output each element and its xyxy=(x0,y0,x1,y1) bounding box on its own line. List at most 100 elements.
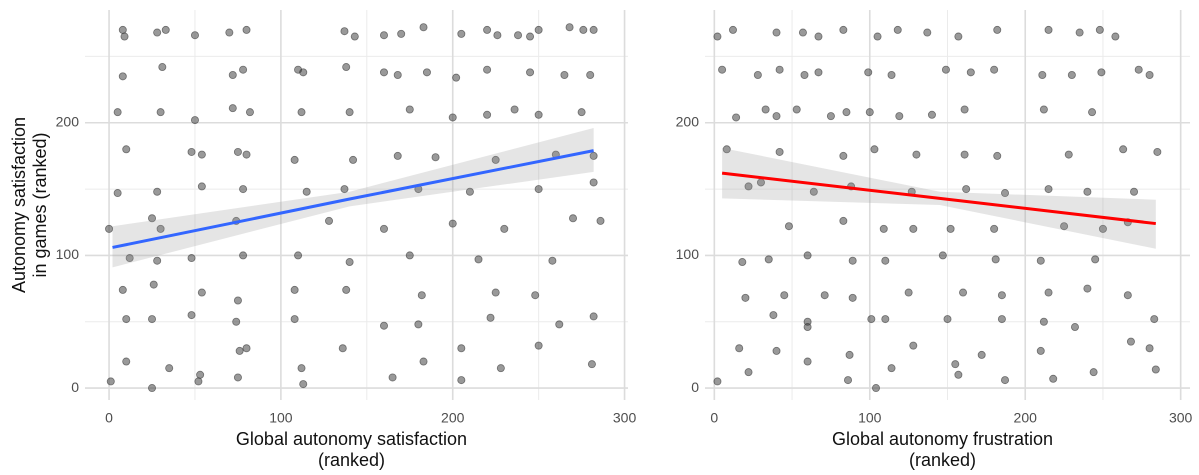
point xyxy=(1067,71,1076,80)
point xyxy=(775,147,784,156)
point xyxy=(728,25,737,34)
point xyxy=(113,189,122,198)
point xyxy=(803,251,812,260)
point xyxy=(589,151,598,160)
point xyxy=(560,71,569,80)
point xyxy=(531,291,540,300)
point xyxy=(569,214,578,223)
point xyxy=(393,151,402,160)
point xyxy=(1130,187,1139,196)
point xyxy=(393,71,402,80)
y-tick-label: 100 xyxy=(676,246,700,262)
point xyxy=(718,65,727,74)
point xyxy=(302,187,311,196)
point xyxy=(148,384,157,393)
point xyxy=(722,145,731,154)
point xyxy=(239,185,248,194)
point xyxy=(997,315,1006,324)
point xyxy=(414,320,423,329)
point xyxy=(405,251,414,260)
y-tick-label: 0 xyxy=(691,379,699,395)
point xyxy=(798,28,807,37)
point xyxy=(764,255,773,264)
point xyxy=(379,224,388,233)
point xyxy=(345,258,354,267)
point xyxy=(510,105,519,114)
point xyxy=(772,346,781,355)
point xyxy=(991,255,1000,264)
point xyxy=(338,344,347,353)
x-tick-label: 0 xyxy=(710,410,718,426)
point xyxy=(990,224,999,233)
point xyxy=(1089,368,1098,377)
point xyxy=(1123,291,1132,300)
point xyxy=(1075,28,1084,37)
x-axis-title: Global autonomy satisfaction xyxy=(236,429,467,449)
point xyxy=(148,315,157,324)
point xyxy=(345,108,354,117)
point xyxy=(1098,224,1107,233)
fit-line xyxy=(112,149,594,249)
point xyxy=(1038,71,1047,80)
point xyxy=(1150,315,1159,324)
point xyxy=(297,364,306,373)
point xyxy=(153,256,162,265)
point xyxy=(966,68,975,77)
point xyxy=(148,214,157,223)
point xyxy=(299,380,308,389)
y-tick-label: 200 xyxy=(676,113,700,129)
point xyxy=(577,108,586,117)
point xyxy=(744,368,753,377)
point xyxy=(118,72,127,81)
point xyxy=(149,280,158,289)
point xyxy=(800,71,809,80)
point xyxy=(228,104,237,113)
point xyxy=(156,108,165,117)
point xyxy=(1044,185,1053,194)
point xyxy=(158,63,167,72)
point xyxy=(235,346,244,355)
point xyxy=(1001,376,1010,385)
point xyxy=(491,288,500,297)
point xyxy=(845,350,854,359)
point xyxy=(1039,105,1048,114)
point xyxy=(1134,65,1143,74)
point xyxy=(379,68,388,77)
point xyxy=(422,68,431,77)
point xyxy=(927,110,936,119)
point xyxy=(909,341,918,350)
point xyxy=(941,65,950,74)
fit-line xyxy=(721,171,1156,226)
point xyxy=(555,320,564,329)
point xyxy=(239,251,248,260)
point xyxy=(228,71,237,80)
point xyxy=(457,376,466,385)
y-tick-label: 0 xyxy=(71,379,79,395)
point xyxy=(893,25,902,34)
x-tick-label: 300 xyxy=(1169,410,1193,426)
point xyxy=(299,68,308,77)
point xyxy=(225,28,234,37)
point xyxy=(297,108,306,117)
point xyxy=(483,110,492,119)
point xyxy=(187,147,196,156)
point xyxy=(887,364,896,373)
point xyxy=(887,71,896,80)
point xyxy=(713,32,722,41)
point xyxy=(242,25,251,34)
point xyxy=(713,377,722,386)
point xyxy=(1044,288,1053,297)
point xyxy=(294,251,303,260)
point xyxy=(951,360,960,369)
point xyxy=(871,384,880,393)
point xyxy=(1097,68,1106,77)
point xyxy=(1145,344,1154,353)
point xyxy=(732,113,741,122)
point xyxy=(486,313,495,322)
point xyxy=(342,285,351,294)
point xyxy=(1001,189,1010,198)
point xyxy=(233,147,242,156)
point xyxy=(452,73,461,82)
point xyxy=(960,150,969,159)
point xyxy=(990,65,999,74)
